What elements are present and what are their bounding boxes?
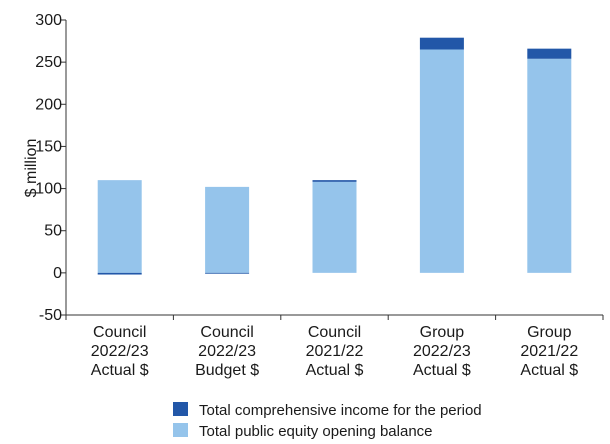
legend-swatch [173, 423, 188, 437]
x-tick-label: Group 2022/23 Actual $ [413, 324, 471, 379]
x-tick-label-line: Actual $ [306, 362, 364, 379]
bar-segment-opening-balance [205, 186, 250, 273]
x-tick-label-line: Group [420, 324, 465, 341]
x-tick-label-line: Actual $ [520, 362, 578, 379]
y-tick-label: 100 [35, 181, 62, 198]
y-tick-label: -50 [39, 307, 62, 324]
bar-segment-comprehensive-income [527, 48, 572, 59]
x-axis-labels: Council 2022/23 Actual $ Council 2022/23 Budg… [91, 324, 579, 379]
x-tick-label: Group 2021/22 Actual $ [520, 324, 578, 379]
x-tick-label-line: Council [93, 324, 146, 341]
legend-label: Total public equity opening balance [199, 423, 433, 440]
y-tick-label: 300 [35, 12, 62, 29]
x-tick-label: Council 2022/23 Actual $ [91, 324, 149, 379]
y-tick-label: 250 [35, 54, 62, 71]
legend: Total comprehensive income for the perio… [173, 402, 482, 440]
x-tick-label-line: Council [200, 324, 253, 341]
x-tick-label-line: 2021/22 [520, 343, 578, 360]
y-axis-title: $ million [23, 139, 40, 198]
x-tick-label-line: 2021/22 [306, 343, 364, 360]
x-tick-label-line: Budget $ [195, 362, 259, 379]
x-tick-label-line: 2022/23 [413, 343, 471, 360]
bars [97, 37, 572, 275]
x-tick-label-line: Council [308, 324, 361, 341]
x-tick-label: Council 2021/22 Actual $ [306, 324, 364, 379]
legend-swatch [173, 402, 188, 416]
bar-segment-opening-balance [97, 180, 142, 273]
x-tick-label-line: Actual $ [413, 362, 471, 379]
bar-segment-comprehensive-income [312, 180, 357, 182]
x-tick-label-line: Actual $ [91, 362, 149, 379]
legend-label: Total comprehensive income for the perio… [199, 402, 482, 419]
y-tick-label: 200 [35, 96, 62, 113]
bar-segment-opening-balance [419, 49, 464, 273]
y-tick-label: 0 [53, 265, 62, 282]
y-axis-ticks: -50 0 50 100 150 200 250 300 [35, 12, 66, 324]
axes [65, 20, 604, 320]
bar-segment-opening-balance [527, 58, 572, 273]
x-tick-label-line: 2022/23 [198, 343, 256, 360]
x-tick-label-line: 2022/23 [91, 343, 149, 360]
y-tick-label: 50 [44, 223, 62, 240]
bar-segment-comprehensive-income [419, 37, 464, 50]
bar-segment-comprehensive-income [97, 272, 142, 275]
x-tick-label-line: Group [527, 324, 572, 341]
x-tick-label: Council 2022/23 Budget $ [195, 324, 259, 379]
y-tick-label: 150 [35, 138, 62, 155]
bar-segment-comprehensive-income [205, 272, 250, 274]
bar-segment-opening-balance [312, 181, 357, 273]
